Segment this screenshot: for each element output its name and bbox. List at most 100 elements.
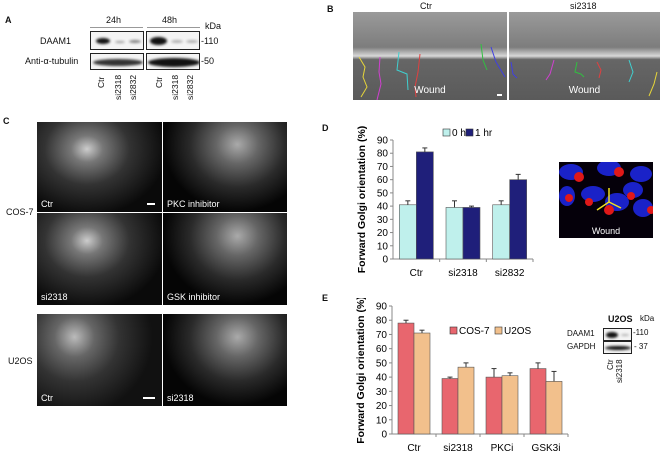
bar-u2os (501, 375, 519, 435)
marker-110-text: 110 (204, 36, 219, 46)
lane-si2832-24h: si2832 (128, 74, 138, 100)
chart-e: 0 10 20 30 40 50 60 70 80 90 Forward Golgi orienta… (355, 298, 569, 454)
y-tick-label: 50 (376, 358, 388, 369)
panel-d-label: D (322, 123, 329, 133)
wound-caption-ctr: Wound (414, 85, 446, 96)
x-tick-label: Ctr (407, 443, 421, 454)
bar-cos-7 (397, 322, 415, 435)
y-axis-label: Forward Golgi orientation (%) (355, 298, 367, 444)
y-tick-label: 90 (377, 136, 389, 147)
image-title-si2318: si2318 (570, 1, 597, 11)
y-tick-label: 30 (377, 215, 389, 226)
panel-b-label: B (327, 4, 334, 14)
lane-ctr-48h: Ctr (154, 76, 164, 88)
x-tick-label: si2832 (495, 268, 525, 279)
y-tick-label: 0 (381, 430, 387, 441)
inset-title-u2os: U2OS (608, 314, 633, 324)
bar-0-hr (492, 204, 510, 260)
inset-marker-110: -110 (633, 328, 649, 337)
wound-image-si2318: Wound (509, 12, 660, 100)
bar-cos-7 (529, 368, 547, 435)
micrograph-u2os-ctr: Ctr (37, 314, 162, 406)
panel-e-label: E (322, 293, 329, 303)
y-tick-label: 20 (377, 228, 389, 239)
y-tick-label: 20 (376, 401, 388, 412)
bar-cos-7 (485, 376, 503, 435)
golgi-inset-image: Wound (559, 162, 653, 238)
y-tick-label: 60 (376, 344, 388, 355)
bracket-48h (147, 27, 200, 28)
golgi-cells-illustration (559, 162, 653, 217)
legend-label: 1 hr (475, 128, 493, 139)
bar-1-hr (509, 179, 527, 260)
timepoint-48h: 48h (162, 15, 178, 25)
y-tick-label: 90 (376, 302, 388, 313)
y-tick-label: 80 (377, 149, 389, 160)
y-tick-label: 80 (376, 316, 388, 327)
inset-marker-37: - 37 (634, 342, 648, 351)
lane-si2832-48h: si2832 (185, 74, 195, 100)
legend-label: COS-7 (459, 326, 490, 337)
cell-tracks-si2318 (510, 59, 658, 97)
inset-blot-gapdh (603, 341, 632, 354)
row-label-tubulin: Anti-α-tubulin (25, 56, 79, 66)
kda-unit: kDa (205, 21, 222, 31)
x-tick-label: PKCi (491, 443, 514, 454)
row-label-cos7: COS-7 (6, 207, 34, 217)
legend-label: U2OS (504, 326, 532, 337)
bracket-24h (90, 27, 143, 28)
row-label-daam1: DAAM1 (40, 36, 72, 46)
scale-bar (497, 94, 502, 96)
wound-caption-si2318: Wound (568, 85, 601, 96)
y-axis-label: Forward Golgi orientation (%) (356, 126, 368, 274)
micrograph-cos7-gsk-inhibitor: GSK inhibitor (163, 213, 287, 305)
inset-blot-daam1 (603, 328, 632, 341)
inset-marker-110-text: 110 (635, 328, 649, 337)
marker-50-text: 50 (204, 56, 215, 66)
x-tick-label: Ctr (410, 268, 424, 279)
y-tick-label: 60 (377, 175, 389, 186)
x-tick-label: si2318 (448, 268, 478, 279)
marker-110: -110 (201, 36, 219, 46)
lane-si2318-24h: si2318 (113, 74, 123, 100)
blot-tubulin-48h (146, 53, 200, 70)
y-tick-label: 30 (376, 387, 388, 398)
y-tick-label: 40 (377, 202, 389, 213)
row-label-u2os: U2OS (8, 356, 33, 366)
panel-a-label: A (5, 15, 12, 25)
bar-0-hr (399, 204, 417, 260)
y-tick-label: 70 (376, 330, 388, 341)
bar-0-hr (445, 207, 464, 260)
bar-cos-7 (441, 378, 459, 435)
inset-lane-si2318: si2318 (615, 359, 624, 383)
y-tick-label: 50 (377, 188, 389, 199)
inset-kda-unit: kDa (640, 314, 655, 323)
inset-row-gapdh: GAPDH (567, 342, 596, 351)
y-tick-label: 10 (377, 241, 389, 252)
timepoint-24h: 24h (106, 15, 122, 25)
blot-daam1-48h (146, 31, 200, 50)
image-title-ctr: Ctr (420, 1, 432, 11)
chart-d: 0 10 20 30 40 50 60 70 80 90 Forward Golgi orienta… (356, 126, 534, 279)
legend-label: 0 hr (452, 128, 470, 139)
micrograph-label: Ctr (41, 393, 53, 403)
micrograph-label: Ctr (41, 199, 53, 209)
inset-row-daam1: DAAM1 (567, 329, 595, 338)
inset-lane-ctr: Ctr (606, 359, 615, 370)
bar-1-hr (462, 207, 481, 260)
inset-marker-37-text: 37 (638, 342, 648, 351)
y-tick-label: 0 (382, 255, 388, 266)
micrograph-cos7-si2318: si2318 (37, 213, 162, 305)
legend-swatch (449, 326, 458, 335)
micrograph-label: PKC inhibitor (167, 199, 220, 209)
y-tick-label: 10 (376, 415, 388, 426)
micrograph-u2os-si2318: si2318 (163, 314, 287, 406)
bar-u2os (545, 381, 563, 435)
lane-ctr-24h: Ctr (96, 76, 106, 88)
y-tick-label: 70 (377, 162, 389, 173)
scale-bar (143, 397, 155, 399)
cell-tracks-ctr (358, 43, 506, 100)
legend-swatch (494, 326, 503, 335)
micrograph-cos7-ctr: Ctr (37, 122, 162, 212)
scale-bar (147, 203, 155, 205)
